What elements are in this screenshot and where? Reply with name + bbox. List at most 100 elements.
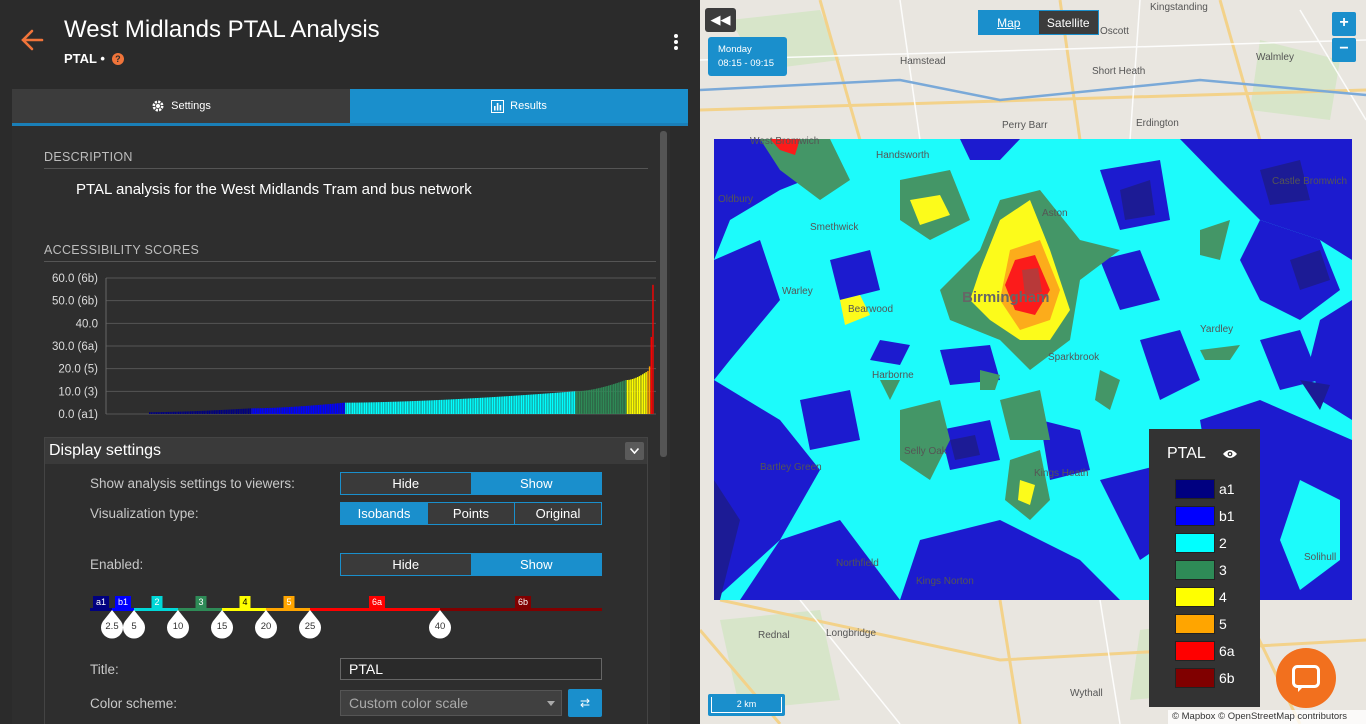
chart-bar bbox=[343, 402, 345, 414]
chart-bar bbox=[224, 409, 226, 414]
back-arrow-icon[interactable] bbox=[18, 26, 48, 56]
enabled-toggle: Hide Show bbox=[340, 553, 602, 576]
chart-bar bbox=[188, 411, 190, 414]
scale-break-handle[interactable]: 25 bbox=[299, 610, 321, 639]
chart-bar bbox=[486, 397, 489, 414]
scale-category-label: 6a bbox=[372, 597, 382, 607]
chart-bar bbox=[230, 409, 233, 414]
chart-bar bbox=[464, 398, 466, 414]
chat-button[interactable] bbox=[1276, 648, 1336, 708]
eye-icon[interactable] bbox=[1222, 449, 1238, 459]
chart-bar bbox=[466, 398, 468, 414]
chart-bar bbox=[166, 411, 168, 414]
zoom-out-button[interactable]: − bbox=[1332, 38, 1356, 62]
chart-bar bbox=[157, 412, 159, 414]
map-type-map-button[interactable]: Map bbox=[979, 11, 1039, 34]
chart-bar bbox=[541, 393, 543, 414]
scale-segment bbox=[178, 608, 222, 611]
chart-bar bbox=[288, 406, 291, 414]
chart-bar bbox=[628, 379, 630, 414]
chart-bar bbox=[478, 397, 480, 414]
chart-bar bbox=[519, 395, 521, 414]
chart-bar bbox=[549, 393, 552, 414]
place-label: Short Heath bbox=[1092, 66, 1146, 77]
chart-bar bbox=[428, 400, 431, 414]
chart-bar bbox=[319, 404, 321, 414]
scale-break-handle[interactable]: 20 bbox=[255, 610, 277, 639]
legend-item: b1 bbox=[1175, 506, 1235, 526]
chart-bar bbox=[604, 386, 606, 414]
color-scale-bar[interactable]: a1 b1 2 3 4 5 6a 6b 2.5 5 10 15 20 25 40 bbox=[90, 592, 602, 642]
chart-bar bbox=[594, 388, 596, 414]
color-scheme-select[interactable]: Custom color scale bbox=[340, 690, 562, 716]
chart-bar bbox=[537, 394, 540, 414]
title-input[interactable] bbox=[340, 658, 602, 680]
scale-category-chip bbox=[515, 596, 531, 608]
map-type-satellite-button[interactable]: Satellite bbox=[1038, 11, 1098, 34]
more-options-icon[interactable] bbox=[670, 34, 682, 54]
chart-bar bbox=[189, 411, 192, 414]
chart-bar bbox=[450, 399, 453, 414]
chart-bar bbox=[587, 390, 589, 414]
enabled-label: Enabled: bbox=[90, 557, 144, 572]
chart-bar bbox=[253, 408, 255, 414]
scale-break-handle[interactable]: 2.5 bbox=[101, 610, 123, 639]
chart-bar bbox=[563, 392, 565, 414]
chart-bar bbox=[183, 411, 185, 414]
legend-title: PTAL bbox=[1167, 445, 1206, 462]
scale-break-label: 15 bbox=[217, 621, 228, 632]
chart-bar bbox=[290, 406, 292, 414]
swap-icon[interactable]: ⇄ bbox=[568, 689, 602, 717]
chart-bar bbox=[636, 376, 639, 414]
show-settings-show-button[interactable]: Show bbox=[471, 473, 601, 494]
scale-break-handle[interactable]: 10 bbox=[167, 610, 189, 639]
chart-bar bbox=[642, 374, 644, 414]
viz-points-button[interactable]: Points bbox=[428, 503, 515, 524]
scale-category-chip bbox=[283, 596, 295, 608]
scrollbar[interactable] bbox=[660, 131, 667, 457]
scale-break-handle[interactable]: 5 bbox=[123, 610, 145, 639]
display-settings-header[interactable]: Display settings bbox=[45, 438, 647, 464]
place-label: Selly Oak bbox=[904, 446, 947, 457]
place-label: Aston bbox=[1042, 208, 1068, 219]
enabled-show-button[interactable]: Show bbox=[471, 554, 601, 575]
chart-bar bbox=[444, 399, 446, 414]
chart-bar bbox=[647, 370, 649, 414]
base-map bbox=[700, 0, 1366, 724]
time-window-badge: Monday 08:15 - 09:15 bbox=[708, 37, 787, 76]
chart-bar bbox=[280, 407, 282, 414]
scale-break-handle[interactable]: 40 bbox=[429, 610, 452, 639]
tab-results[interactable]: Results bbox=[350, 89, 688, 126]
chart-bar bbox=[152, 412, 154, 414]
zoom-in-button[interactable]: + bbox=[1332, 12, 1356, 36]
legend-label: a1 bbox=[1219, 481, 1235, 497]
place-label: Kingstanding bbox=[1150, 2, 1208, 13]
tab-results-label: Results bbox=[510, 100, 547, 112]
collapse-panel-button[interactable]: ◀◀ bbox=[705, 8, 736, 32]
chevron-down-icon[interactable] bbox=[625, 442, 644, 460]
place-label: Bartley Green bbox=[760, 462, 822, 473]
scale-break-handle[interactable]: 15 bbox=[211, 610, 233, 639]
chart-bar bbox=[539, 393, 542, 414]
enabled-hide-button[interactable]: Hide bbox=[341, 554, 472, 575]
chart-bar bbox=[311, 405, 313, 414]
page-title: West Midlands PTAL Analysis bbox=[64, 16, 380, 43]
chart-bar bbox=[606, 386, 608, 414]
chart-bar bbox=[508, 396, 511, 414]
chart-bar bbox=[607, 385, 610, 414]
map-view[interactable]: West Bromwich Birmingham Erdington Perry… bbox=[700, 0, 1366, 724]
chart-bar bbox=[331, 403, 333, 414]
tab-settings[interactable]: Settings bbox=[12, 89, 350, 126]
chart-bar bbox=[616, 382, 618, 414]
chart-bar bbox=[558, 392, 560, 414]
help-icon[interactable]: ? bbox=[111, 52, 124, 65]
chart-bar bbox=[471, 398, 473, 414]
viz-original-button[interactable]: Original bbox=[535, 506, 581, 521]
map-attribution[interactable]: © Mapbox © OpenStreetMap contributors bbox=[1168, 710, 1366, 724]
viz-isobands-button[interactable]: Isobands bbox=[341, 503, 428, 524]
gear-icon bbox=[152, 100, 164, 112]
show-settings-hide-button[interactable]: Hide bbox=[341, 473, 472, 494]
zoom-controls: + − bbox=[1332, 12, 1356, 62]
chart-bar bbox=[553, 392, 555, 414]
chart-bar bbox=[186, 411, 188, 414]
